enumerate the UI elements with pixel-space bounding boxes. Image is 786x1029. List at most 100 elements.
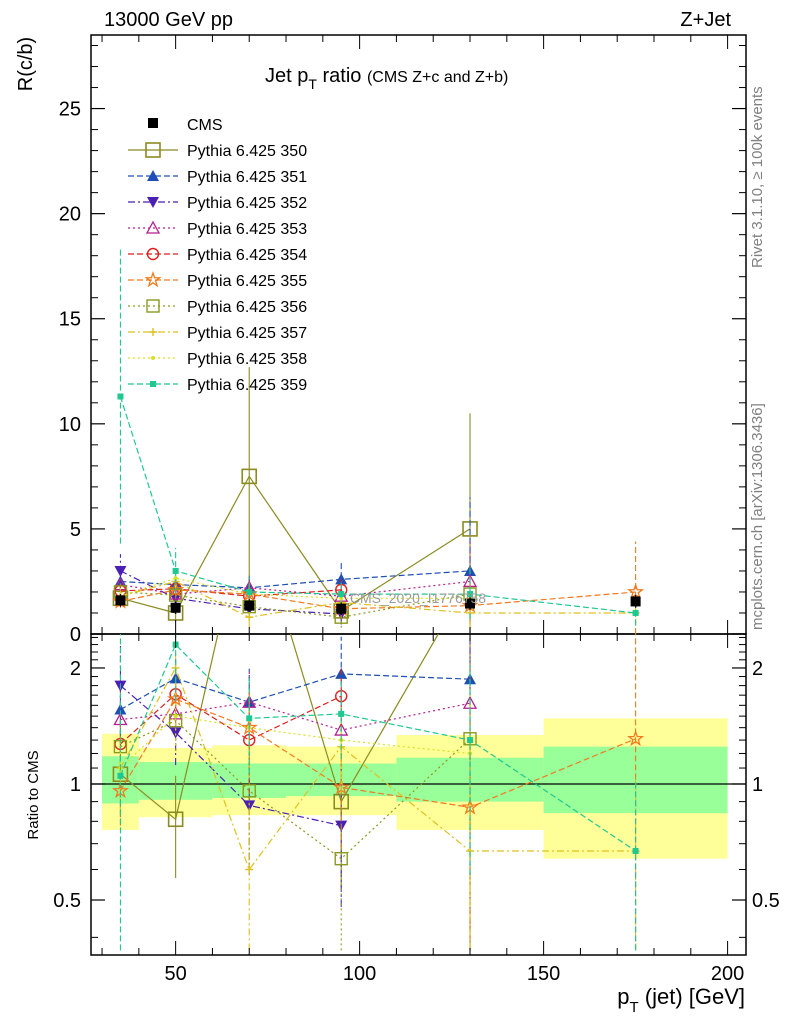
legend-label-354: Pythia 6.425 354 (187, 247, 307, 264)
ratio-point-356-2 (242, 784, 256, 798)
ratio-ytick-label-left-1: 1 (70, 774, 81, 796)
cms-point-1 (170, 602, 181, 613)
main-point-358-3 (339, 596, 344, 601)
ratio-point-359-3 (338, 710, 345, 717)
ratio-point-359-5 (632, 848, 639, 855)
legend-entry-354: Pythia 6.425 354 (128, 247, 307, 264)
ratio-point-359-2 (246, 715, 253, 722)
ratio-point-359-4 (467, 737, 474, 744)
ratio-point-356-3 (334, 851, 348, 866)
main-point-359-3 (338, 591, 345, 598)
ratio-point-353-3 (334, 722, 349, 736)
legend-marker-351 (147, 170, 159, 181)
ratio-point-357-2 (245, 865, 254, 874)
ratio-xtick-label-50: 50 (165, 963, 187, 985)
ratio-point-359-0 (117, 772, 124, 779)
main-ytick-label-10: 10 (59, 414, 81, 436)
ratio-ytick-label-right-1: 1 (752, 774, 763, 796)
ratio-ytick-label-right-2: 2 (752, 658, 763, 680)
ratio-line-355 (119, 698, 636, 808)
main-point-351-3 (335, 573, 348, 585)
ratio-series-359 (117, 634, 639, 951)
ratio-point-352-1 (169, 727, 182, 739)
main-ytick-label-20: 20 (59, 204, 81, 226)
main-point-359-4 (467, 591, 474, 598)
legend-marker-358 (151, 356, 155, 360)
legend-marker-354 (146, 247, 160, 261)
main-point-352-0 (114, 565, 127, 577)
cms-point-0 (115, 595, 126, 606)
legend-entry-358: Pythia 6.425 358 (128, 351, 307, 368)
legend-marker-352 (147, 197, 159, 208)
cms-point-3 (336, 603, 347, 614)
legend-entry-355: Pythia 6.425 355 (128, 270, 307, 290)
ratio-ylabel: Ratio to CMS (25, 750, 42, 839)
main-line-355 (120, 589, 636, 610)
ratio-xtick-label-100: 100 (343, 963, 376, 985)
legend-label-358: Pythia 6.425 358 (187, 351, 307, 368)
legend-label-359: Pythia 6.425 359 (187, 377, 307, 394)
ratio-point-351-0 (114, 703, 127, 715)
main-ytick-label-25: 25 (59, 99, 81, 121)
legend-entry-356: Pythia 6.425 356 (128, 299, 307, 316)
legend-entry-cms: CMS (148, 117, 223, 134)
main-series-359 (117, 249, 639, 626)
cms-point-2 (244, 600, 255, 611)
main-point-359-2 (246, 588, 253, 595)
main-point-359-5 (632, 609, 639, 616)
ratio-line-359 (119, 643, 636, 852)
legend-entry-350: Pythia 6.425 350 (128, 142, 307, 160)
main-line-357 (120, 580, 636, 618)
main-ytick-label-15: 15 (59, 309, 81, 331)
ratio-point-358-1 (173, 714, 178, 719)
legend-marker-cms (148, 118, 158, 128)
ratio-point-350-1 (167, 811, 184, 828)
legend-label-355: Pythia 6.425 355 (187, 273, 307, 290)
main-series-CMS (115, 594, 641, 616)
main-point-359-0 (117, 393, 124, 400)
ratio-point-352-2 (243, 800, 256, 812)
legend-marker-355 (144, 270, 162, 288)
legend-label-350: Pythia 6.425 350 (187, 143, 307, 160)
legend-entry-353: Pythia 6.425 353 (128, 220, 307, 238)
main-point-358-1 (173, 576, 178, 581)
chart-title: Jet pT ratio (CMS Z+c and Z+b) (265, 65, 508, 92)
watermark: CMS_2020_I1776758 (350, 590, 486, 606)
ratio-ytick-label-left-2: 2 (70, 658, 81, 680)
ratio-xtick-label-200: 200 (711, 963, 744, 985)
ratio-ytick-label-right-0.5: 0.5 (752, 890, 780, 912)
main-ytick-label-0: 0 (70, 624, 81, 646)
main-ytick-label-5: 5 (70, 519, 81, 541)
legend-marker-356 (146, 299, 160, 313)
main-point-359-1 (172, 567, 179, 574)
side-label-mcplots: mcplots.cern.ch [arXiv:1306.3436] (749, 403, 766, 630)
legend-entry-352: Pythia 6.425 352 (128, 195, 307, 212)
main-line-356 (120, 591, 471, 618)
legend-label-352: Pythia 6.425 352 (187, 195, 307, 212)
ratio-line-356 (120, 719, 471, 860)
ratio-ytick-label-left-0.5: 0.5 (53, 890, 81, 912)
header-left: 13000 GeV pp (104, 9, 233, 31)
header-right: Z+Jet (680, 9, 731, 31)
legend-marker-353 (145, 220, 161, 234)
legend-entry-357: Pythia 6.425 357 (128, 325, 307, 342)
cms-point-4 (465, 598, 476, 609)
main-point-357-2 (245, 613, 254, 622)
ratio-point-355-1 (167, 690, 185, 707)
ratio-point-355-5 (627, 729, 645, 747)
legend-label-cms: CMS (187, 117, 223, 134)
main-point-355-5 (626, 583, 645, 600)
ratio-xtick-label-150: 150 (527, 963, 560, 985)
legend-marker-359 (150, 381, 156, 387)
legend-marker-357 (149, 328, 157, 336)
legend-entry-359: Pythia 6.425 359 (128, 377, 307, 394)
ratio-panel-frame (90, 633, 747, 956)
legend-entry-351: Pythia 6.425 351 (128, 169, 307, 186)
legend-label-356: Pythia 6.425 356 (187, 299, 307, 316)
legend-label-353: Pythia 6.425 353 (187, 221, 307, 238)
ratio-xlabel: pT (jet) [GeV] (617, 984, 745, 1016)
main-point-350-2 (241, 468, 258, 485)
ratio-line-350 (120, 634, 439, 821)
main-line-359 (119, 396, 636, 614)
